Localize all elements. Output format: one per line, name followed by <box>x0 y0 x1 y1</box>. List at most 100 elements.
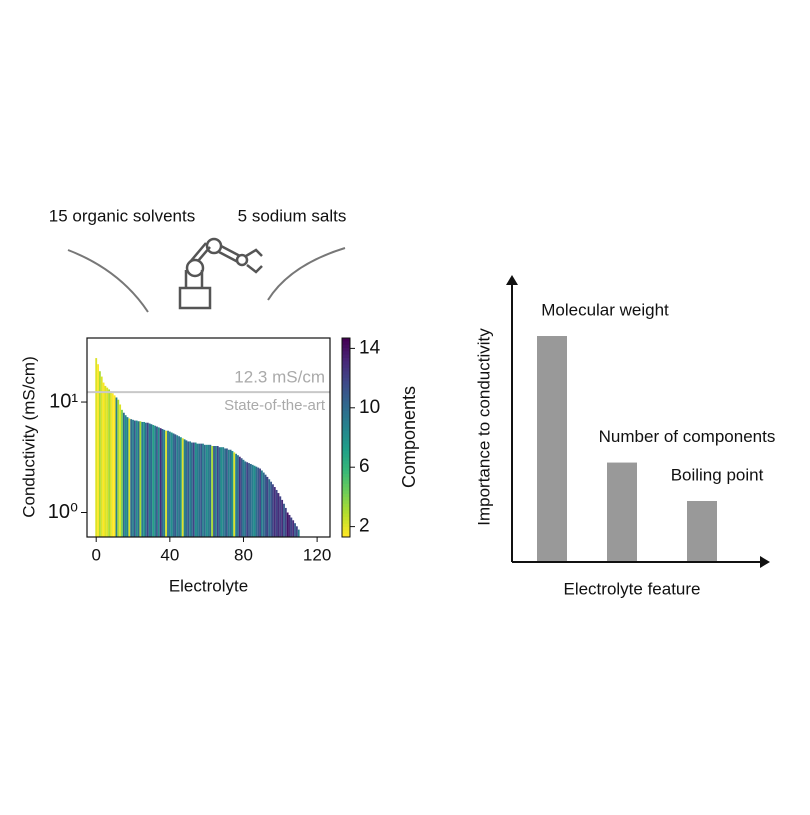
bar <box>122 412 125 537</box>
bar <box>108 389 111 537</box>
bar <box>288 514 291 537</box>
colorbar-segment <box>342 454 350 458</box>
bar <box>156 426 158 537</box>
bar <box>257 467 260 537</box>
colorbar-tick-label: 6 <box>359 456 370 477</box>
bar <box>264 474 267 537</box>
colorbar-tick-label: 10 <box>359 397 380 418</box>
y-axis-label: Conductivity (mS/cm) <box>19 356 38 518</box>
bar <box>100 376 103 537</box>
bar <box>222 447 225 537</box>
colorbar-segment <box>342 357 350 362</box>
reference-label: 12.3 mS/cm <box>234 368 325 387</box>
robot-icon <box>178 237 263 310</box>
colorbar-segment <box>342 464 350 468</box>
colorbar-segment <box>342 533 350 538</box>
bar <box>225 448 228 537</box>
colorbar-segment <box>342 460 350 465</box>
colorbar-segment <box>342 510 350 515</box>
colorbar-tick-label: 2 <box>359 516 370 537</box>
colorbar-segment <box>342 391 350 395</box>
bar <box>130 419 133 537</box>
colorbar-segment <box>342 517 350 521</box>
plot-frame <box>86 337 331 538</box>
x-tick-label: 40 <box>160 545 179 564</box>
colorbar-segment <box>342 520 350 525</box>
bar <box>148 423 151 537</box>
colorbar-segment <box>342 381 350 385</box>
colorbar-segment <box>342 507 350 511</box>
bar <box>167 430 169 537</box>
bar <box>132 419 134 537</box>
bar <box>260 470 263 537</box>
bar <box>251 464 254 537</box>
bar <box>211 445 214 537</box>
bar <box>281 499 284 537</box>
colorbar-segment <box>342 397 350 402</box>
bar-label: Number of components <box>599 427 776 446</box>
bar <box>229 449 232 537</box>
bar <box>117 399 120 537</box>
colorbar-segment <box>342 477 350 482</box>
bar <box>290 517 293 537</box>
colorbar-segment <box>342 457 350 462</box>
colorbar-segment <box>342 430 350 435</box>
bar <box>203 444 206 537</box>
y-tick-label: 10¹ <box>49 390 78 412</box>
bar <box>214 445 217 537</box>
bar <box>97 364 99 537</box>
colorbar-segment <box>342 351 350 356</box>
bar <box>172 433 175 537</box>
bar <box>194 442 197 537</box>
colorbar-segment <box>342 444 350 448</box>
colorbar-segment <box>342 420 350 425</box>
bar <box>128 418 131 537</box>
colorbar-segment <box>342 371 350 375</box>
x-tick-label: 0 <box>91 545 100 564</box>
colorbar-segment <box>342 500 350 505</box>
colorbar-segment <box>342 394 350 399</box>
bar <box>174 434 177 537</box>
bar <box>137 421 140 537</box>
colorbar-segment <box>342 467 350 472</box>
colorbar-segment <box>342 404 350 409</box>
arrow-curve <box>67 249 149 313</box>
colorbar-segment <box>342 493 350 498</box>
bar <box>248 463 250 537</box>
reference-note: State-of-the-art <box>224 397 326 414</box>
bar-label: Boiling point <box>671 465 764 484</box>
bar <box>255 466 258 537</box>
colorbar-frame <box>341 337 351 538</box>
bar <box>286 512 289 537</box>
bar <box>205 444 208 537</box>
colorbar-segment <box>342 414 350 419</box>
bar <box>165 430 168 537</box>
x-tick-label: 120 <box>303 545 331 564</box>
bar-label: Molecular weight <box>541 301 669 320</box>
bar <box>106 387 109 537</box>
colorbar-segment <box>342 483 350 488</box>
bar <box>157 427 160 537</box>
bar <box>102 382 105 537</box>
bar <box>179 437 182 537</box>
bar <box>283 503 285 537</box>
colorbar-segment <box>342 384 350 389</box>
bar <box>237 455 239 537</box>
bar <box>192 442 195 537</box>
bar <box>154 425 157 537</box>
bar <box>284 507 287 537</box>
bar <box>176 435 179 537</box>
bar <box>141 421 144 537</box>
colorbar-label: Components <box>399 386 419 488</box>
colorbar-segment <box>342 470 350 475</box>
colorbar-segment <box>342 354 350 359</box>
bar <box>98 371 101 537</box>
bar <box>202 443 204 537</box>
colorbar-segment <box>342 374 350 379</box>
bar <box>227 449 230 537</box>
colorbar-segment <box>342 417 350 422</box>
bar <box>240 458 243 537</box>
bar <box>183 439 186 537</box>
bar <box>124 415 127 537</box>
